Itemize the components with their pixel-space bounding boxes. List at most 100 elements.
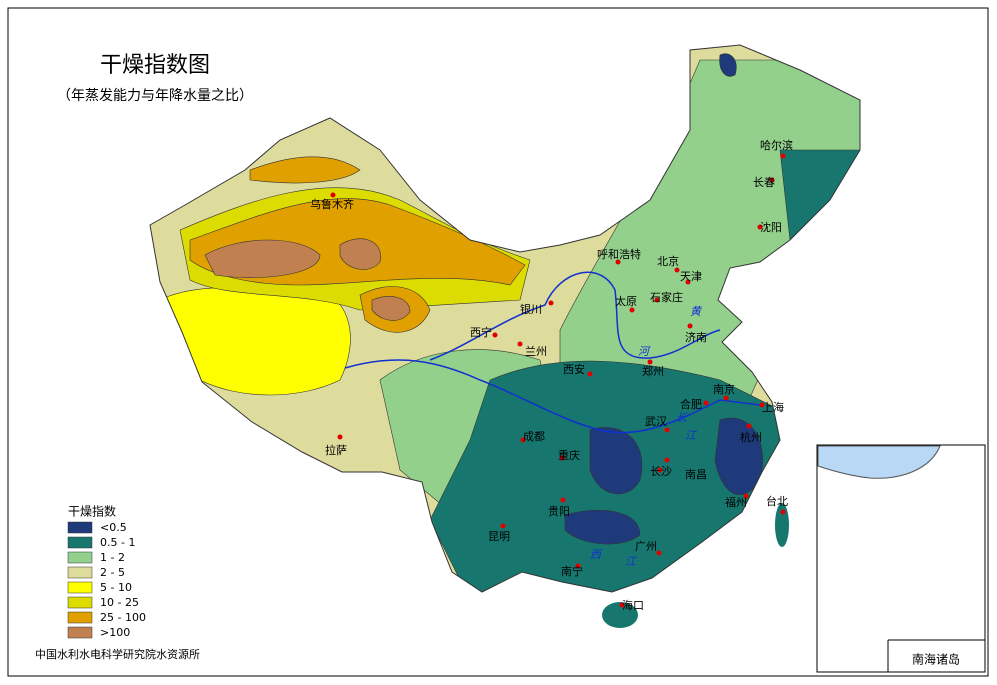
city-dot (674, 267, 680, 273)
legend-swatch (67, 536, 93, 549)
city-label: 西宁 (470, 325, 492, 339)
river-label: 江 (685, 429, 697, 442)
legend-title: 干燥指数 (68, 504, 116, 519)
dryness-zone (204, 239, 321, 278)
title: 干燥指数图 (100, 53, 210, 78)
city-dot (703, 400, 709, 406)
city-dot (757, 224, 763, 230)
city-dot (664, 457, 670, 463)
inset-land (817, 445, 941, 479)
city-label: 南京 (713, 382, 735, 396)
legend-swatch (67, 521, 93, 534)
city-dot (780, 509, 786, 515)
city-dot (337, 434, 343, 440)
city-label: 天津 (680, 270, 702, 283)
legend-swatch (67, 551, 93, 564)
city-label: 哈尔滨 (760, 138, 793, 152)
inset-label: 南海诸岛 (912, 652, 960, 667)
legend-label: >100 (100, 626, 130, 639)
city-dot (657, 467, 663, 473)
taiwan (775, 503, 789, 547)
city-label: 杭州 (740, 430, 762, 444)
dryness-zone (371, 296, 411, 321)
city-label: 沈阳 (760, 220, 782, 234)
city-dot (615, 259, 621, 265)
city-dot (520, 437, 526, 443)
city-label: 太原 (615, 295, 637, 308)
city-dot (517, 341, 523, 347)
city-dot (664, 427, 670, 433)
city-label: 成都 (523, 430, 545, 443)
city-label: 重庆 (558, 448, 580, 462)
legend-label: 1 - 2 (100, 551, 125, 564)
city-label: 长春 (753, 176, 775, 189)
legend-label: <0.5 (100, 521, 127, 534)
city-label: 南宁 (561, 564, 583, 578)
city-dot (723, 395, 729, 401)
city-label: 郑州 (642, 364, 664, 378)
legend-label: 2 - 5 (100, 566, 125, 579)
river-label: 江 (625, 555, 637, 568)
legend-label: 0.5 - 1 (100, 536, 135, 549)
city-dot (548, 300, 554, 306)
dryness-zone (249, 156, 361, 184)
city-label: 呼和浩特 (597, 247, 641, 261)
dryness-zone (339, 238, 381, 270)
city-dot (575, 563, 581, 569)
legend-label: 10 - 25 (100, 596, 139, 609)
city-label: 上海 (762, 400, 784, 414)
city-dot (743, 493, 749, 499)
legend: <0.5 0.5 - 1 1 - 2 2 - 5 5 - 10 10 - 25 25 - 1… (67, 521, 146, 639)
city-dot (587, 371, 593, 377)
legend-swatch (67, 626, 93, 639)
inset: 南海诸岛 (816, 444, 986, 673)
yellow-river (429, 271, 721, 361)
city-dot (687, 323, 693, 329)
city-dot (629, 307, 635, 313)
river-label: 河 (638, 345, 651, 358)
river-label: 长 (676, 411, 688, 424)
city-dot (619, 602, 625, 608)
dryness-zone (719, 53, 737, 77)
city-dot (559, 455, 565, 461)
city-label: 南昌 (685, 468, 707, 481)
legend-swatch (67, 566, 93, 579)
city-dot (780, 153, 786, 159)
city-label: 济南 (685, 330, 707, 344)
city-label: 台北 (766, 494, 788, 508)
inset-frame (816, 444, 986, 673)
city-label: 石家庄 (650, 290, 683, 304)
legend-label: 5 - 10 (100, 581, 132, 594)
city-label: 合肥 (680, 397, 702, 411)
city-dot (746, 423, 752, 429)
border (149, 44, 861, 593)
source: 中国水利水电科学研究院水资源所 (35, 647, 200, 661)
city-label: 海口 (622, 598, 644, 612)
city-label: 乌鲁木齐 (310, 197, 354, 211)
city-dot (330, 192, 336, 198)
city-label: 贵阳 (548, 505, 570, 518)
city-label: 广州 (635, 540, 657, 553)
city-dot (769, 177, 775, 183)
dryness-zone (589, 427, 643, 495)
city-label: 昆明 (488, 530, 510, 543)
city-label: 长沙 (650, 465, 672, 478)
city-dot (654, 297, 660, 303)
legend-swatch (67, 611, 93, 624)
city-dot (759, 402, 765, 408)
yangtze-river (344, 359, 761, 434)
city-dot (685, 279, 691, 285)
hainan (602, 602, 638, 628)
city-label: 银川 (520, 302, 542, 316)
river-label: 西 (590, 548, 603, 561)
city-label: 武汉 (645, 415, 667, 428)
city-label: 拉萨 (325, 443, 347, 457)
legend-swatch (67, 596, 93, 609)
city-label: 西安 (563, 362, 585, 376)
legend-swatch (67, 581, 93, 594)
city-dot (492, 332, 498, 338)
legend-label: 25 - 100 (100, 611, 146, 624)
city-dot (647, 359, 653, 365)
